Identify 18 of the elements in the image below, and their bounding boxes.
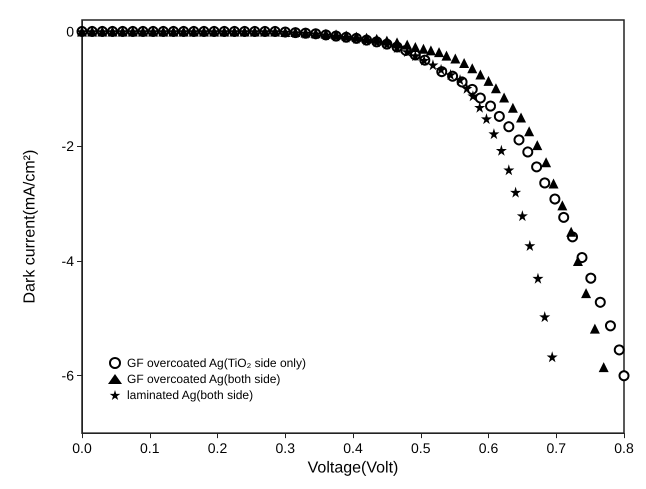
legend-label: GF overcoated Ag(TiO₂ side only): [127, 356, 306, 370]
x-tick-label: 0.4: [343, 440, 363, 456]
x-tick-label: 0.2: [208, 440, 228, 456]
x-axis-title: Voltage(Volt): [308, 460, 398, 476]
y-tick-label: -2: [62, 138, 74, 154]
x-tick-label: 0.3: [276, 440, 296, 456]
x-tick-label: 0.8: [614, 440, 634, 456]
x-tick-label: 0.6: [478, 440, 498, 456]
x-tick-label: 0.0: [72, 440, 92, 456]
y-tick-label: -4: [62, 252, 74, 269]
x-tick-label: 0.1: [140, 440, 160, 456]
x-tick-label: 0.5: [411, 440, 431, 456]
y-axis-title: Dark current(mA/cm²): [22, 150, 38, 304]
x-tick-label: 0.7: [546, 440, 566, 456]
y-tick-label: 0: [66, 23, 74, 40]
legend-label: laminated Ag(both side): [127, 388, 254, 402]
legend-label: GF overcoated Ag(both side): [127, 372, 280, 386]
y-tick-label: -6: [62, 368, 74, 384]
